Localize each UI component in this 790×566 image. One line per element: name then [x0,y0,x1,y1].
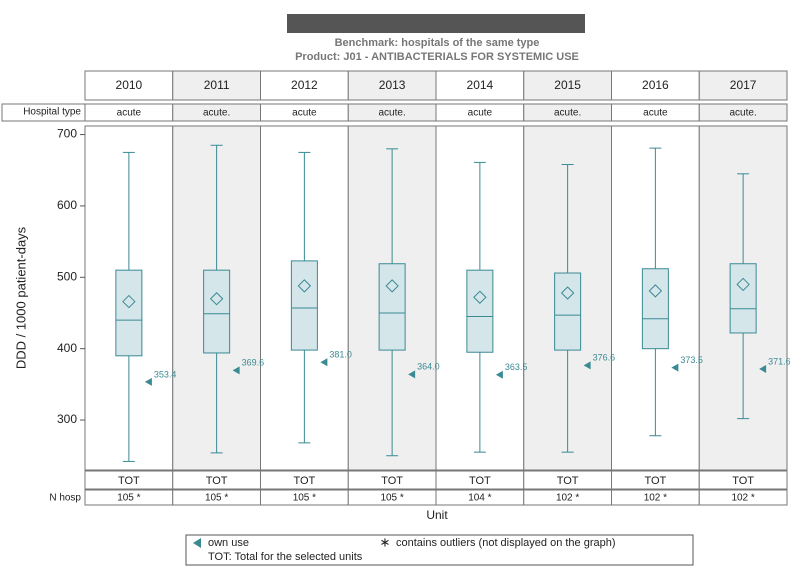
own-use [232,366,240,375]
own-use [583,361,591,370]
year-cell [347,70,437,101]
legend-box [185,534,694,566]
unit-label: TOT [293,475,315,487]
year-label: 2015 [554,78,581,92]
year-cell [172,70,261,101]
own-use-label: 369.6 [242,358,265,368]
y-axis-label: DDD / 1000 patient-days [13,226,28,369]
box [115,269,143,357]
legend-text: contains outliers (not displayed on the … [396,537,616,549]
own-use-label: 364.0 [417,362,440,372]
hospital-type: acute. [554,108,581,119]
hospital-type: acute. [203,108,230,119]
year-label: 2014 [467,78,494,92]
n-hosp: 102 * [644,493,667,504]
x-axis-label: Unit [426,508,448,522]
n-hosp: 104 * [468,493,491,504]
mean [297,279,312,293]
unit-label: TOT [206,475,228,487]
legend-text: own use [208,537,249,549]
unit-label: TOT [118,475,140,487]
type-label-cell [1,103,86,122]
own-use-label: 363.5 [505,362,528,372]
own-use [759,364,767,373]
unit-label: TOT [557,475,579,487]
unit-label: TOT [469,475,491,487]
mean [385,279,399,293]
year-label: 2016 [642,78,669,92]
y-tick-label: 600 [57,198,77,212]
chart-subtitle: Product: J01 - ANTIBACTERIALS FOR SYSTEM… [295,51,579,63]
nhosp-cell [698,489,788,506]
mean [209,292,224,306]
mean [648,284,663,298]
mean [122,294,136,309]
n-hosp: 105 * [380,493,403,504]
y-tick-label: 700 [57,127,77,141]
n-hosp: 105 * [293,493,316,504]
y-tick-label: 500 [57,269,77,283]
box [466,269,494,353]
own-use-label: 353.4 [154,369,177,379]
legend-marker [193,538,201,548]
own-use-label: 376.6 [593,353,616,363]
hospital-type: acute [292,108,317,119]
year-cell [523,70,612,101]
hospital-type: acute [117,108,142,119]
own-use-label: 381.0 [329,350,352,360]
row-label: Hospital type [23,107,81,118]
hospital-type: acute. [379,108,406,119]
year-label: 2010 [116,78,143,92]
year-label: 2012 [291,78,318,92]
redacted-bar [287,14,585,33]
own-use [495,370,503,379]
unit-label: TOT [381,475,403,487]
box [290,260,318,351]
y-tick-label: 300 [57,412,77,426]
mean [473,290,487,304]
own-use [671,363,679,372]
own-use [320,358,328,367]
hospital-type: acute [468,108,493,119]
y-tick-label: 400 [57,341,77,355]
box [378,263,406,351]
legend-symbol: ∗ [380,534,391,549]
own-use [144,377,152,386]
year-cell [435,70,525,101]
own-use [408,370,416,379]
year-cell [260,70,349,101]
mean [736,277,750,292]
type-cell [698,103,788,122]
n-hosp: 105 * [117,493,140,504]
n-hosp: 102 * [731,493,754,504]
row-label: N hosp [49,493,81,504]
unit-cell [698,470,788,490]
own-use-label: 371.6 [768,356,790,366]
box [641,268,669,350]
n-hosp: 102 * [556,493,579,504]
year-cell [698,70,788,101]
year-cell [84,70,174,101]
hospital-type: acute [643,108,668,119]
chart-title: Benchmark: hospitals of the same type [335,37,540,49]
n-hosp: 105 * [205,493,228,504]
box [729,263,757,334]
unit-label: TOT [644,475,666,487]
box [203,269,231,354]
unit-label: TOT [732,475,754,487]
mean [560,286,575,300]
hospital-type: acute. [730,108,757,119]
legend-text: TOT: Total for the selected units [208,551,363,563]
own-use-label: 373.5 [680,355,703,365]
year-label: 2011 [204,78,230,92]
year-label: 2017 [730,78,757,92]
box [554,272,582,351]
year-label: 2013 [379,78,406,92]
